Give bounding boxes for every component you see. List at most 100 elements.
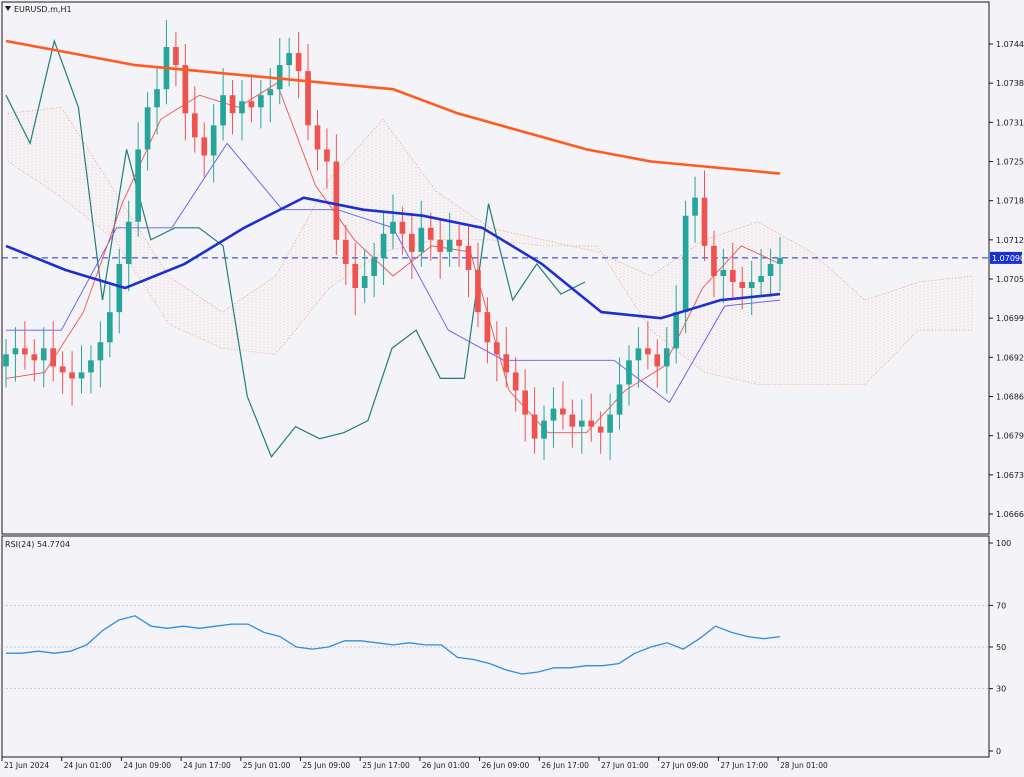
candle[interactable] [465,245,472,270]
candle[interactable] [173,47,179,66]
candle[interactable] [597,426,604,433]
candle[interactable] [739,282,746,289]
candle[interactable] [399,221,406,234]
price-tick-label: 1.06730 [996,471,1024,480]
candle[interactable] [484,312,491,343]
candle[interactable] [59,366,66,373]
candle[interactable] [267,89,274,96]
candle[interactable] [503,354,510,373]
candle[interactable] [361,275,368,289]
candle[interactable] [286,53,293,66]
candle[interactable] [446,239,453,252]
candle[interactable] [106,312,113,343]
candle[interactable] [729,269,736,283]
candle[interactable] [295,53,302,72]
candle[interactable] [720,269,727,276]
candle[interactable] [69,372,75,379]
candle[interactable] [541,420,547,439]
candle[interactable] [607,414,613,433]
price-tick-label: 1.07120 [996,236,1024,245]
candle[interactable] [626,360,632,385]
candle[interactable] [125,221,132,264]
tenkan-sen-line[interactable] [5,82,781,434]
candle[interactable] [560,408,566,415]
candle[interactable] [239,101,245,114]
price-tick-label: 1.07315 [996,118,1024,127]
price-tick-label: 1.07185 [996,197,1024,206]
candle[interactable] [493,342,500,355]
candle[interactable] [144,107,151,150]
candle[interactable] [182,65,189,114]
axes: 1.07445 1.07380 1.07315 1.07250 1.07185 1.071… [1,40,1024,770]
candle[interactable] [522,390,528,415]
long-moving-average-line[interactable] [5,39,781,175]
candle[interactable] [531,414,538,439]
candle[interactable] [758,275,764,283]
candle[interactable] [305,71,311,126]
candle[interactable] [31,354,38,361]
symbol-dropdown-icon[interactable] [5,6,11,11]
candle[interactable] [191,113,198,138]
candle[interactable] [635,348,642,361]
candle[interactable] [88,360,94,373]
candle[interactable] [116,263,123,313]
candle[interactable] [371,257,377,276]
candle[interactable] [276,65,283,90]
candle[interactable] [201,137,208,156]
candle[interactable] [324,149,330,162]
candle[interactable] [663,348,670,367]
candle[interactable] [692,197,698,216]
candle[interactable] [654,354,661,367]
candle[interactable] [475,269,481,313]
candle[interactable] [210,125,217,156]
candle[interactable] [569,414,576,427]
candle[interactable] [767,263,774,276]
rsi-pane[interactable] [2,605,989,689]
candle[interactable] [550,408,557,421]
main-price-pane[interactable] [2,19,989,460]
candle[interactable] [352,263,359,289]
candle[interactable] [437,239,444,252]
candle[interactable] [333,161,340,240]
rsi-label: RSI(24) 54.7704 [5,540,70,549]
candle[interactable] [777,257,783,264]
candle[interactable] [342,239,349,264]
candle[interactable] [673,312,680,349]
candle[interactable] [97,342,104,361]
candle[interactable] [3,354,9,367]
candle[interactable] [78,372,85,379]
time-tick-label: 27 Jun 01:00 [601,761,649,770]
candle[interactable] [616,384,623,415]
candle[interactable] [12,348,19,355]
candle[interactable] [390,221,396,234]
candle[interactable] [135,149,141,222]
candle[interactable] [22,348,28,355]
mid-moving-average-line[interactable] [5,196,781,320]
candle[interactable] [258,95,264,108]
rsi-line[interactable] [6,615,781,675]
candle[interactable] [40,348,47,361]
candle[interactable] [220,95,226,126]
candle[interactable] [229,95,236,114]
candle[interactable] [682,215,689,313]
candle[interactable] [701,197,708,246]
candle[interactable] [748,282,755,289]
chikou-span-line[interactable] [5,38,586,458]
candle[interactable] [248,101,255,108]
candle[interactable] [50,348,57,367]
candle[interactable] [711,245,717,276]
time-tick-label: 27 Jun 17:00 [720,761,768,770]
candle[interactable] [427,227,434,240]
candle[interactable] [578,420,585,427]
candle[interactable] [645,348,651,355]
time-tick-label: 24 Jun 17:00 [183,761,231,770]
candle[interactable] [380,233,387,258]
candle[interactable] [456,239,462,246]
candle[interactable] [409,233,415,252]
candle[interactable] [512,372,519,391]
candle[interactable] [314,125,321,150]
candle[interactable] [418,227,425,252]
candle[interactable] [588,420,595,427]
candle[interactable] [154,89,160,108]
